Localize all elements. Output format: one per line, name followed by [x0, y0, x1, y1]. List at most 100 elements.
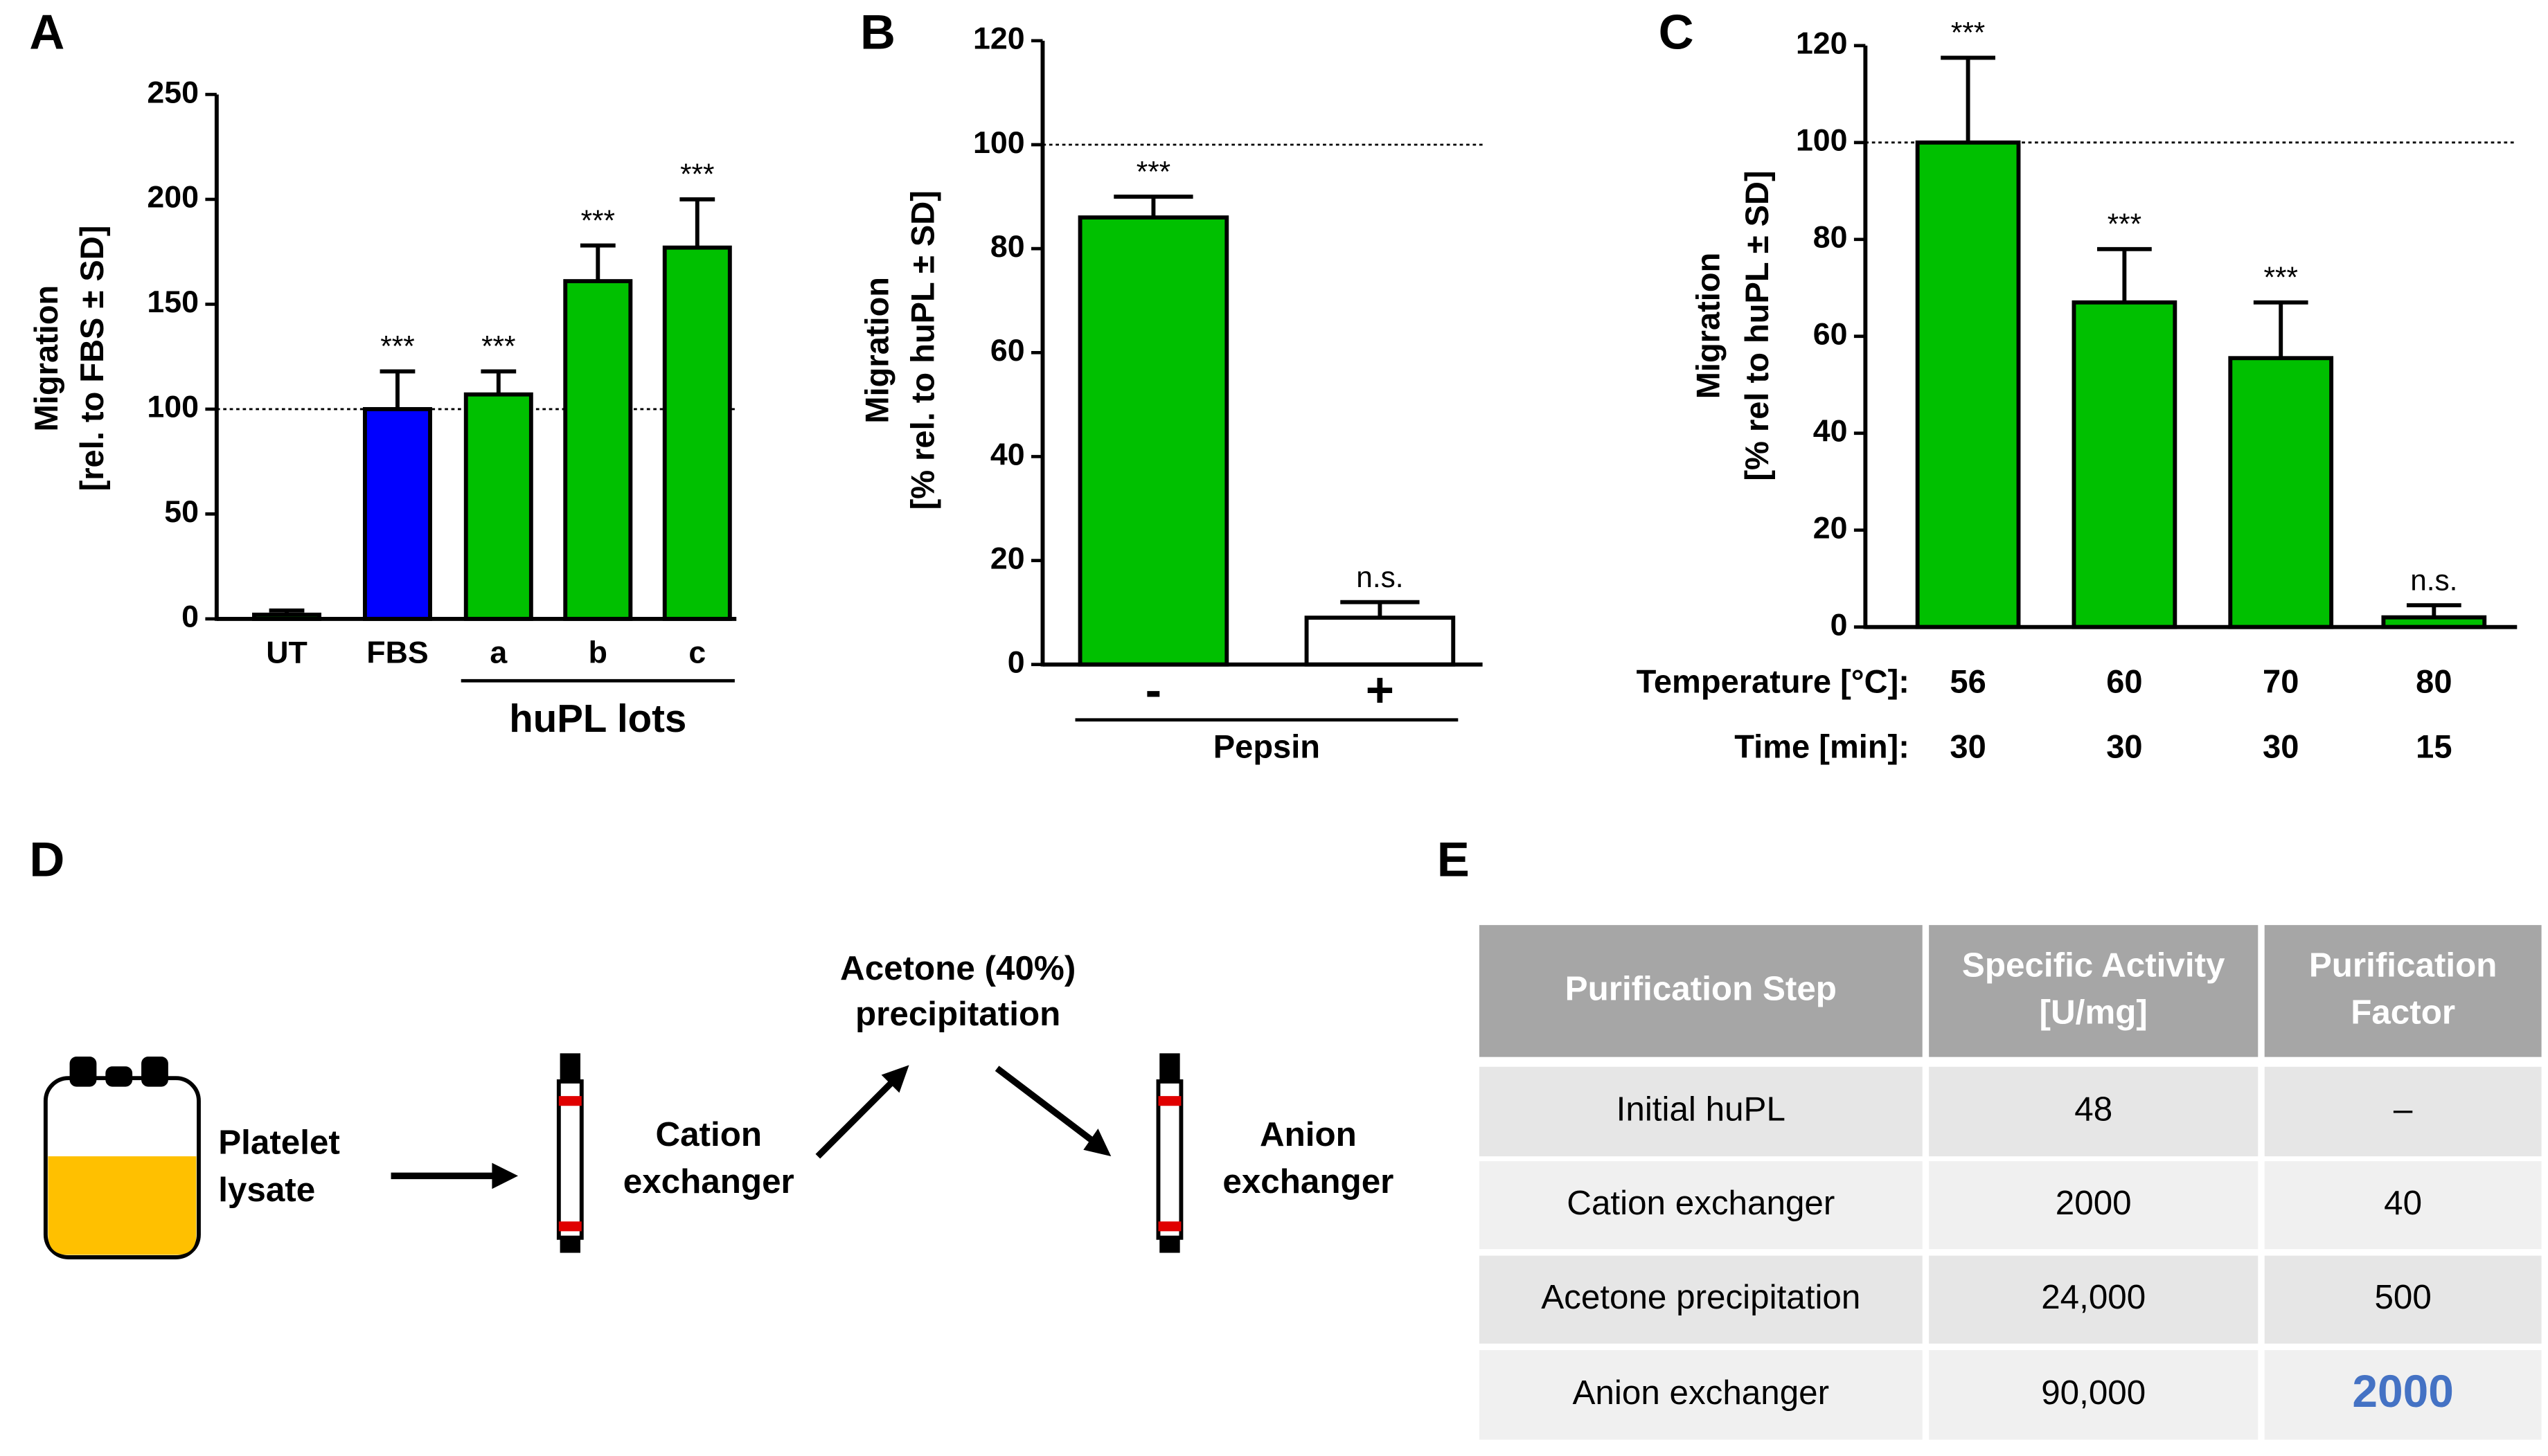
y-tick-label: 20 [1813, 512, 1848, 546]
table-header-text: Purification Step [1565, 969, 1837, 1007]
significance-label: *** [1951, 17, 1985, 49]
table-cell [1479, 1161, 1923, 1250]
y-tick-label: 80 [990, 230, 1025, 264]
table-cell [1479, 1066, 1923, 1157]
bag-liquid [48, 1156, 197, 1255]
table-cell [1479, 1255, 1923, 1344]
bag-cap [69, 1057, 97, 1087]
y-tick-label: 40 [990, 438, 1025, 471]
bar [563, 279, 633, 621]
node-label: exchanger [623, 1162, 794, 1201]
table-cell [2264, 1161, 2542, 1250]
node-label: Cation [655, 1115, 762, 1153]
y-tick-label: 150 [147, 285, 199, 319]
bar [463, 392, 533, 621]
y-tick-label: 60 [990, 334, 1025, 368]
x-tick-label: 80 [2416, 663, 2452, 699]
x-tick-label: + [1366, 663, 1394, 717]
y-axis-label: [rel. to FBS ± SD] [73, 226, 110, 492]
y-tick-label: 0 [1830, 608, 1848, 642]
y-axis-label: Migration [28, 285, 64, 432]
table-header-text: Factor [2351, 994, 2455, 1032]
significance-label: n.s. [1356, 561, 1403, 593]
table-cell-text: Cation exchanger [1567, 1184, 1835, 1222]
y-tick-label: 60 [1813, 318, 1848, 352]
arrows [391, 1065, 1112, 1189]
significance-label: *** [1137, 155, 1170, 188]
x-tick-label: UT [266, 636, 308, 669]
bar [662, 245, 732, 621]
table-cell [1929, 1350, 2259, 1440]
x-tick-label: 15 [2416, 728, 2452, 765]
node-label: Anion [1260, 1115, 1357, 1153]
table-header-text: [U/mg] [2040, 994, 2148, 1032]
node-label: Platelet [218, 1124, 340, 1162]
table-cell [2264, 1255, 2542, 1344]
significance-label: *** [2108, 208, 2141, 240]
bar [1304, 615, 1456, 667]
y-axis-label: [% rel to huPL ± SD] [1738, 170, 1775, 480]
significance-label: *** [581, 204, 615, 237]
table-cell-text: Initial huPL [1616, 1090, 1785, 1129]
group-label: Pepsin [1213, 728, 1320, 765]
y-tick-label: 250 [147, 75, 199, 109]
table-cell-text: Acetone precipitation [1541, 1278, 1860, 1316]
significance-label: n.s. [2410, 564, 2457, 596]
y-tick-label: 50 [164, 495, 199, 529]
table-cell-text: 500 [2374, 1278, 2431, 1316]
x-tick-label: a [490, 636, 508, 669]
table-cell-text: Anion exchanger [1573, 1374, 1830, 1412]
table-cell [1929, 1161, 2259, 1250]
table-cell-text: 40 [2384, 1184, 2422, 1222]
x-tick-label: b [589, 636, 607, 669]
y-tick-label: 0 [181, 600, 199, 634]
bar [362, 406, 432, 621]
table-header-text: Purification [2309, 946, 2497, 984]
y-tick-label: 100 [1796, 124, 1848, 158]
x-tick-label: 30 [2106, 728, 2142, 765]
bar [2072, 300, 2177, 629]
y-tick-label: 100 [147, 390, 199, 424]
x-tick-label: FBS [366, 636, 428, 669]
table-header-cell [2264, 925, 2542, 1057]
panel-label: D [29, 832, 64, 886]
y-tick-label: 20 [990, 541, 1025, 575]
y-tick-label: 100 [973, 126, 1025, 160]
table-cell [1929, 1066, 2259, 1157]
x-tick-label: 56 [1950, 663, 1986, 699]
row-label: Time [min]: [1734, 728, 1909, 765]
significance-label: *** [380, 330, 414, 363]
table-cell [1929, 1255, 2259, 1344]
y-tick-label: 120 [1796, 27, 1848, 61]
node-label: precipitation [855, 995, 1060, 1033]
table-cell [1479, 1350, 1923, 1440]
bag-cap [141, 1057, 168, 1087]
table-cell [2264, 1066, 2542, 1157]
table-header-cell [1929, 925, 2259, 1057]
row-label: Temperature [°C]: [1637, 663, 1909, 699]
node-label: lysate [218, 1171, 315, 1209]
y-tick-label: 0 [1008, 646, 1025, 680]
y-tick-label: 80 [1813, 221, 1848, 255]
node-label: exchanger [1222, 1162, 1393, 1201]
panel-label: C [1659, 4, 1694, 59]
panel-label: A [29, 4, 64, 59]
y-axis-label: [% rel. to huPL ± SD] [905, 190, 941, 510]
significance-label: *** [2264, 261, 2298, 294]
table-header-text: Specific Activity [1962, 946, 2225, 984]
table-cell-text: – [2394, 1090, 2413, 1129]
x-tick-label: 70 [2263, 663, 2299, 699]
significance-label: *** [680, 158, 714, 190]
table-cell-text: 24,000 [2041, 1278, 2146, 1316]
y-axis-label: Migration [859, 277, 896, 424]
table-cell-text: 90,000 [2041, 1374, 2146, 1412]
diagram-d [43, 1053, 1184, 1259]
x-tick-label: 30 [1950, 728, 1986, 765]
bar [1078, 215, 1229, 667]
y-axis-label: Migration [1689, 253, 1726, 399]
x-tick-label: - [1146, 663, 1162, 717]
panel-label: B [860, 4, 896, 59]
panel-label: E [1437, 832, 1470, 886]
x-tick-label: 60 [2106, 663, 2142, 699]
